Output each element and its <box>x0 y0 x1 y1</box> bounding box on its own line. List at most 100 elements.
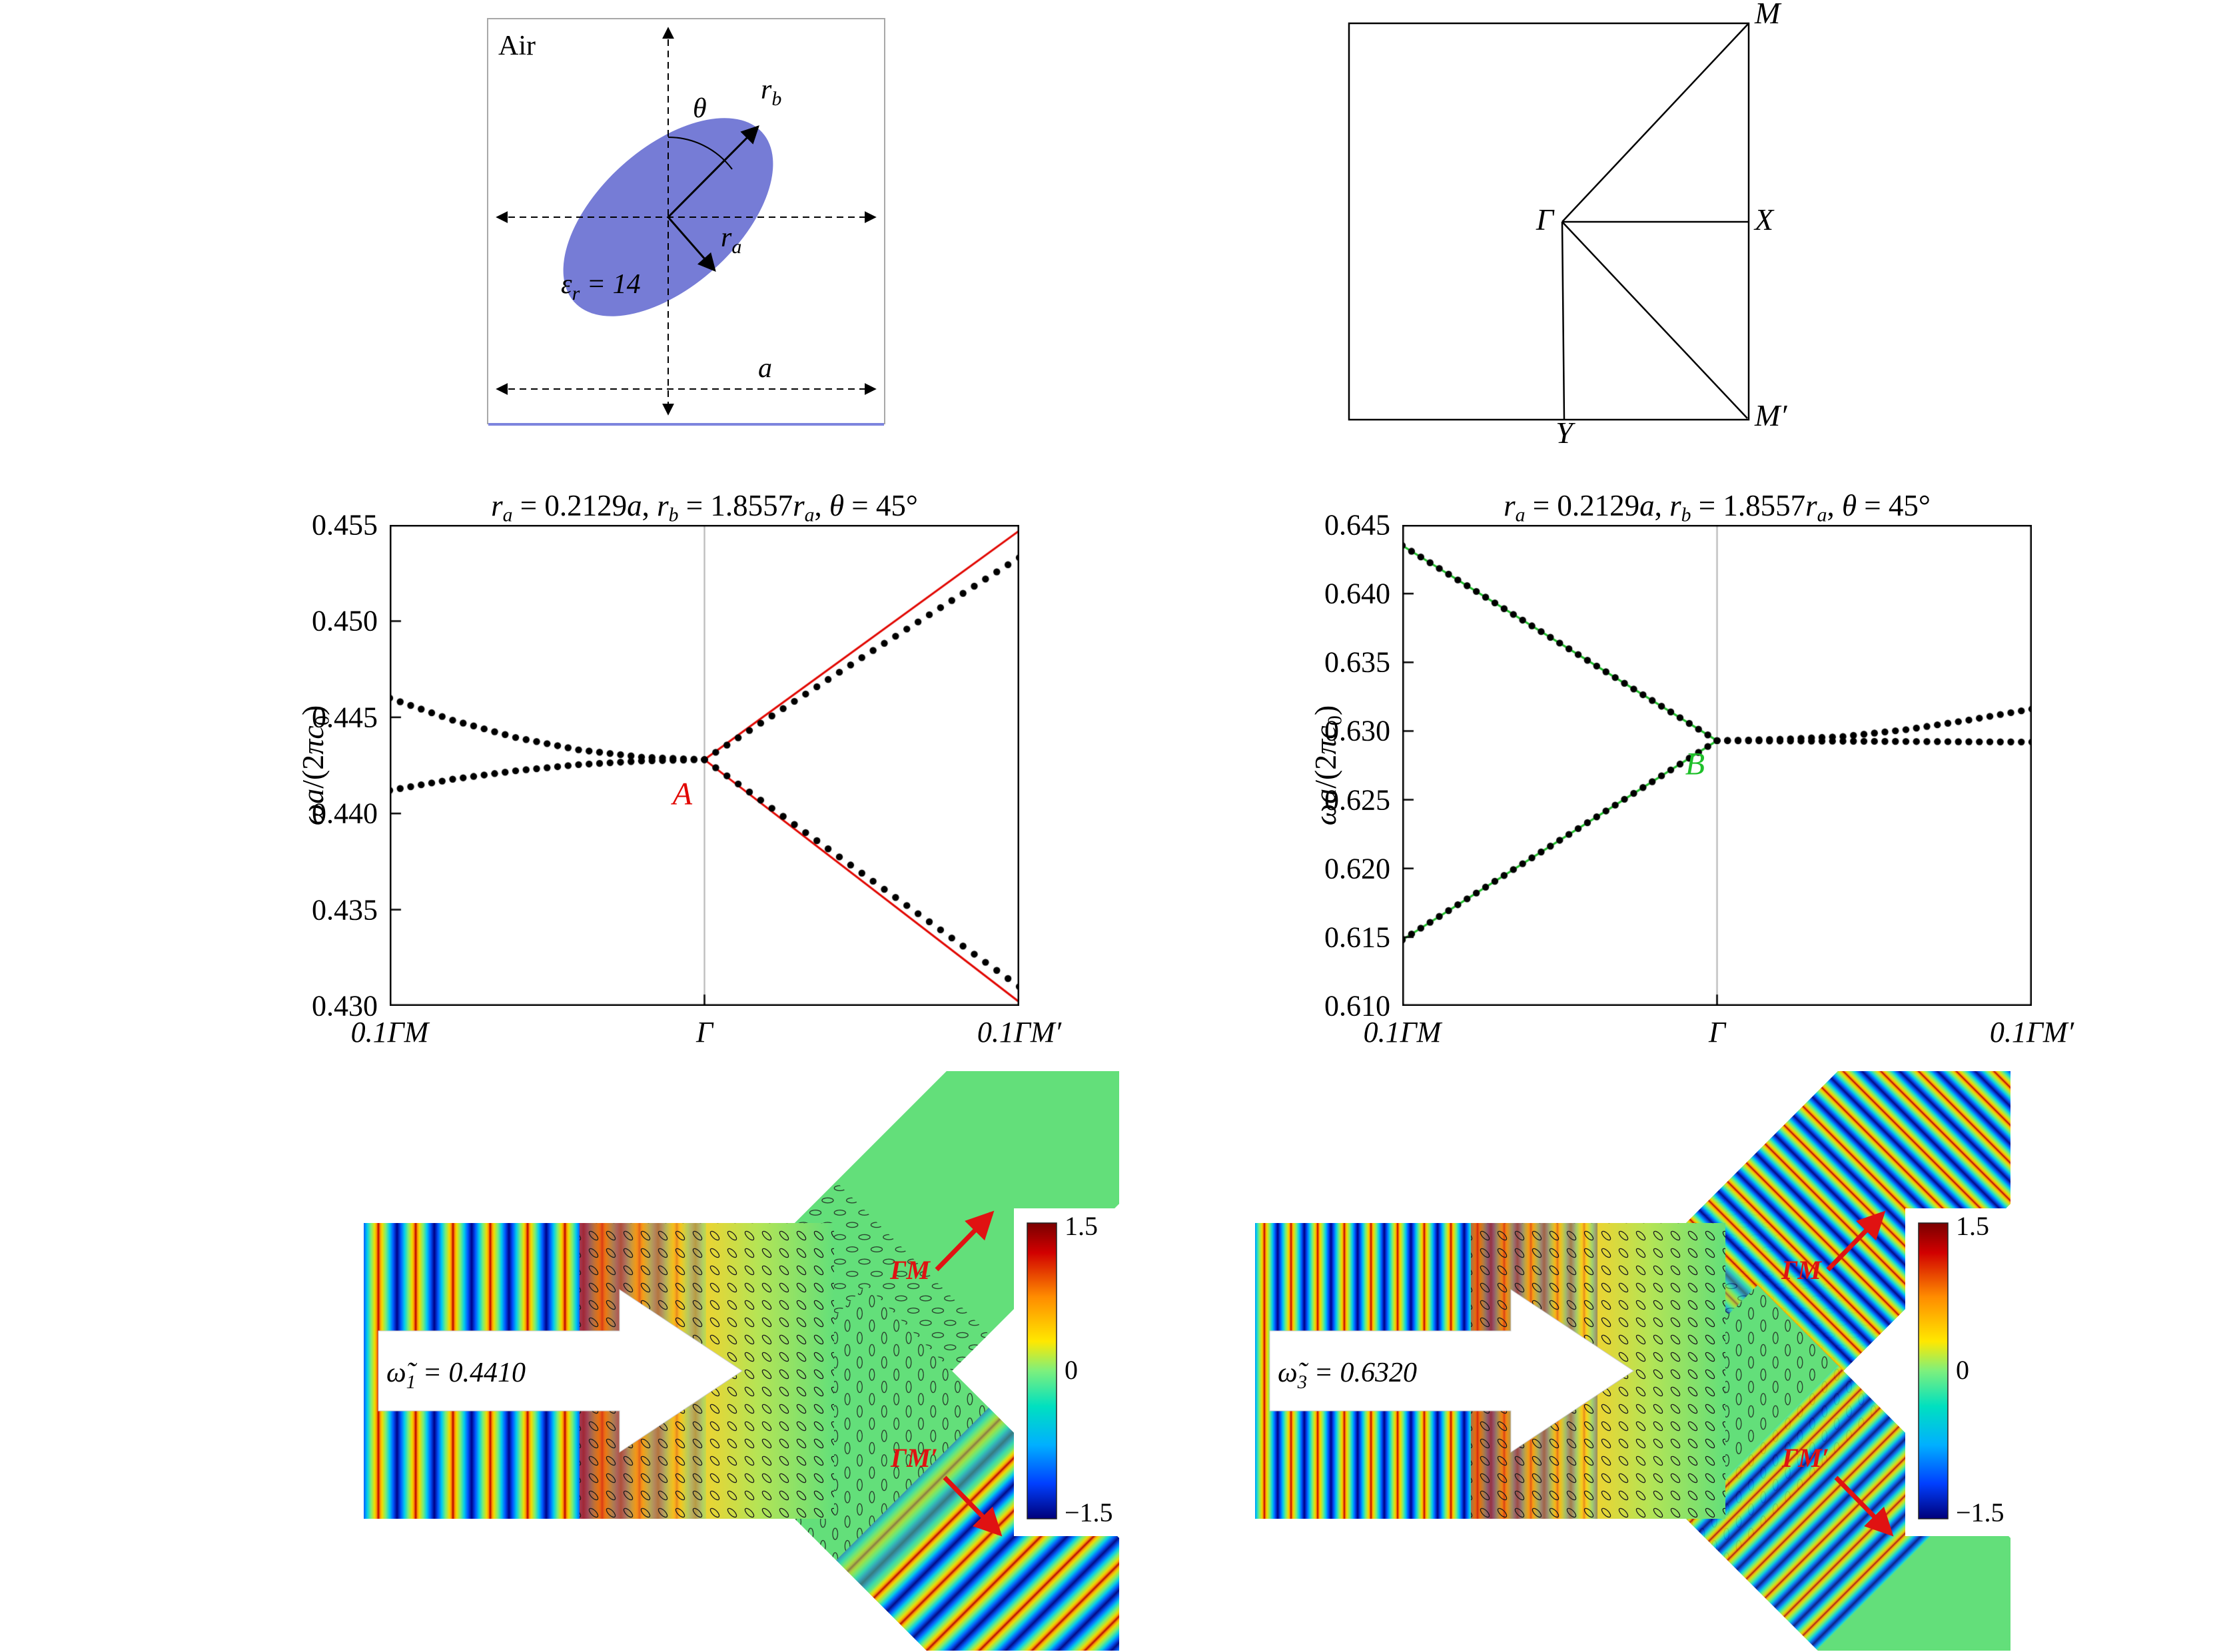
ra-arrow <box>667 216 716 272</box>
y-tick-label: 0.440 <box>312 797 378 830</box>
field-map-omega1: ω̃1 = 0.4410 ΓM ΓM′ 1.5 0 −1.5 <box>360 983 1187 1652</box>
gamma-M-line <box>1561 23 1749 222</box>
colorbar-mid-label: 0 <box>1956 1355 1969 1385</box>
y-tick-label: 0.430 <box>312 989 378 1023</box>
label-part: π <box>295 739 330 755</box>
colorbar-min-label: −1.5 <box>1956 1497 2005 1527</box>
colorbar-mid-label: 0 <box>1065 1355 1078 1385</box>
ra-label: ra <box>721 222 741 258</box>
label-part: a <box>1639 489 1655 522</box>
subscript: b <box>668 504 679 526</box>
air-label: Air <box>498 31 536 61</box>
M-label: M <box>1754 3 1782 30</box>
label-part: r <box>793 489 805 522</box>
colorbar <box>1918 1222 1949 1519</box>
colorbar <box>1027 1222 1057 1519</box>
label-part: θ <box>829 489 845 522</box>
label-part: r <box>657 489 669 522</box>
gamma-label: Γ <box>1536 203 1555 236</box>
chart-title: ra = 0.2129a, rb = 1.8557ra, θ = 45° <box>1402 488 2032 526</box>
y-tick-label: 0.435 <box>312 893 378 927</box>
permittivity-label: εr = 14 <box>561 269 641 304</box>
label-part: , <box>642 489 658 522</box>
label-part: /(2 <box>295 754 330 789</box>
x-tick-label: Γ <box>1708 1016 1726 1048</box>
plot-area: 0.455 0.450 0.445 0.440 0.435 0.430 0.1ΓM Γ 0.1Γ… <box>312 509 1061 1049</box>
subscript: a <box>804 504 815 526</box>
band-plot-canvas <box>390 525 1019 1006</box>
subscript: a <box>1817 504 1827 526</box>
gmprime-direction-arrow <box>943 1475 1003 1537</box>
brillouin-zone-svg: Γ M X M′ Y <box>1348 0 1787 450</box>
Mprime-label: M′ <box>1754 398 1787 432</box>
gm-direction-label: ΓM <box>889 1255 931 1285</box>
y-tick-label: 0.645 <box>1324 508 1390 542</box>
x-tick-label: Γ <box>695 1016 713 1048</box>
band-plot-canvas <box>1402 525 2032 1006</box>
Y-label: Y <box>1556 416 1575 446</box>
colorbar-min-label: −1.5 <box>1065 1497 1113 1527</box>
dirac-point-label: A <box>672 776 693 812</box>
gamma-Y-line <box>1561 221 1565 420</box>
y-tick-label: 0.625 <box>1324 783 1390 817</box>
band-structure-chart-A: ra = 0.2129a, rb = 1.8557ra, θ = 45° ωa/… <box>266 488 1061 1054</box>
label-part: = 1.8557 <box>678 489 793 522</box>
y-tick-label: 0.445 <box>312 701 378 734</box>
label-part: r <box>1805 489 1817 522</box>
y-tick-label: 0.610 <box>1324 989 1390 1023</box>
x-tick-label: 0.1ΓM <box>350 1016 429 1048</box>
y-tick-label: 0.615 <box>1324 921 1390 954</box>
subscript: a <box>502 504 513 526</box>
y-tick-label: 0.640 <box>1324 577 1390 610</box>
dirac-point-label: B <box>1685 746 1705 782</box>
y-tick-label: 0.450 <box>312 604 378 637</box>
gm-direction-arrow <box>935 1210 995 1272</box>
y-tick-label: 0.630 <box>1324 714 1390 747</box>
gamma-Mprime-line <box>1561 221 1748 419</box>
theta-label: θ <box>693 93 707 124</box>
label-part: , <box>1654 489 1670 522</box>
x-tick-label: 0.1ΓM′ <box>1989 1016 2074 1048</box>
y-tick-label: 0.455 <box>312 508 378 542</box>
gm-direction-arrow <box>1826 1210 1886 1272</box>
gmprime-direction-label: ΓM′ <box>1781 1443 1829 1473</box>
gmprime-direction-label: ΓM′ <box>890 1443 938 1473</box>
label-part: a <box>627 489 642 522</box>
colorbar-max-label: 1.5 <box>1956 1211 1989 1241</box>
unit-cell-schematic: Air θ rb ra εr = 14 a <box>486 17 886 429</box>
label-part: = 45° <box>1857 489 1931 522</box>
label-part: = 1.8557 <box>1691 489 1806 522</box>
rb-label: rb <box>761 75 781 110</box>
lattice-constant-label: a <box>758 353 772 384</box>
y-tick-label: 0.635 <box>1324 645 1390 679</box>
field-map-omega3: ω̃3 = 0.6320 ΓM ΓM′ 1.5 0 −1.5 <box>1251 983 2078 1652</box>
incident-wave-arrow <box>378 1289 743 1453</box>
label-part: = 0.2129 <box>512 489 628 522</box>
label-part: = 0.2129 <box>1525 489 1640 522</box>
theta-angle-arc <box>668 137 733 170</box>
colorbar-max-label: 1.5 <box>1065 1211 1098 1241</box>
label-part: = 45° <box>844 489 918 522</box>
field-map-svg: ω̃3 = 0.6320 ΓM ΓM′ 1.5 0 −1.5 <box>1255 983 2078 1652</box>
label-part: θ <box>1841 489 1857 522</box>
label-part: r <box>491 489 503 522</box>
label-part: r <box>1669 489 1681 522</box>
rb-arrow <box>667 125 759 218</box>
plot-area: 0.645 0.640 0.635 0.630 0.625 0.620 0.615 0.610… <box>1324 509 2074 1049</box>
gm-direction-label: ΓM <box>1781 1255 1822 1285</box>
brillouin-zone-diagram: Γ M X M′ Y <box>1339 0 1799 450</box>
label-part: r <box>1504 489 1516 522</box>
band-structure-chart-B: ra = 0.2129a, rb = 1.8557ra, θ = 45° ωa/… <box>1279 488 2074 1054</box>
X-label: X <box>1753 203 1775 236</box>
subscript: a <box>1515 504 1526 526</box>
y-tick-label: 0.620 <box>1324 852 1390 885</box>
unit-cell-svg: Air θ rb ra εr = 14 a <box>487 18 885 426</box>
label-part: , <box>1827 489 1842 522</box>
incident-wave-arrow <box>1269 1289 1634 1453</box>
gmprime-direction-arrow <box>1834 1475 1894 1537</box>
subscript: b <box>1681 504 1691 526</box>
label-part: , <box>814 489 829 522</box>
x-tick-label: 0.1ΓM′ <box>977 1016 1062 1048</box>
field-map-svg: ω̃1 = 0.4410 ΓM ΓM′ 1.5 0 −1.5 <box>364 983 1187 1652</box>
